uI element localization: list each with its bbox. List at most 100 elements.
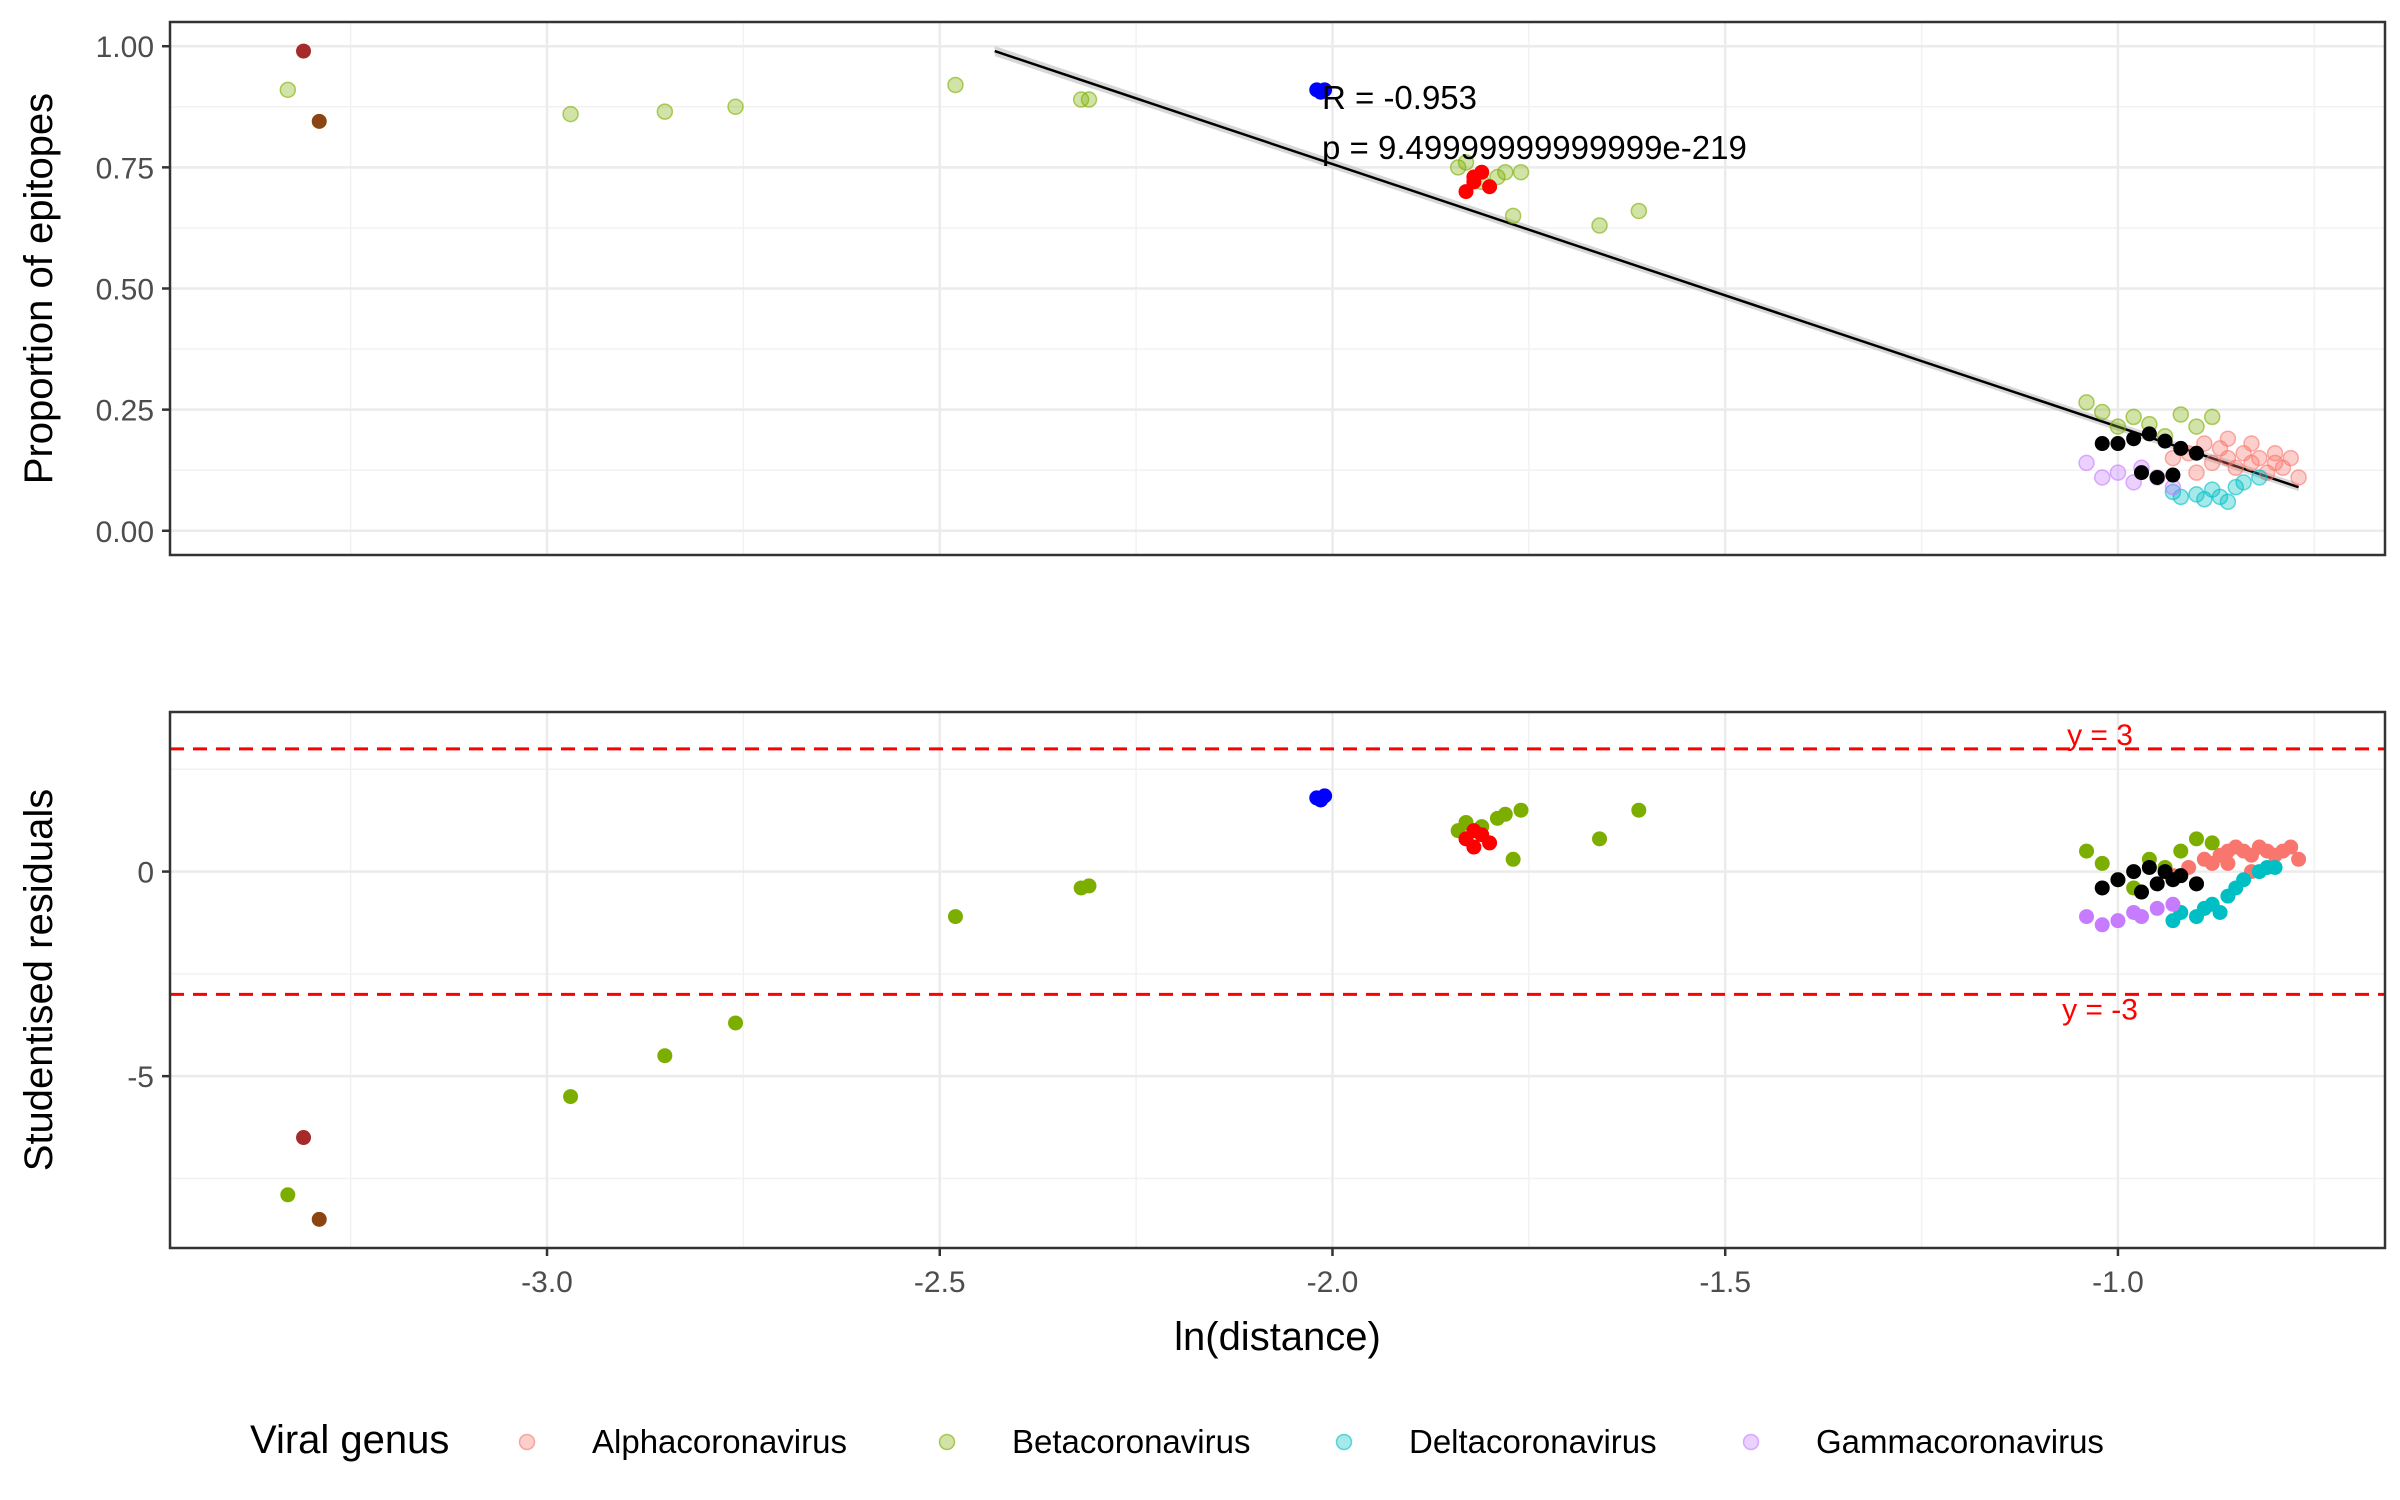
bottom-data-point: [2236, 872, 2252, 888]
bottom-grid: [170, 712, 2385, 1248]
bottom-data-point: [1466, 839, 1482, 855]
top-points: [279, 43, 2307, 510]
top-data-point: [562, 105, 579, 123]
top-data-point: [2219, 430, 2237, 447]
top-y-tick-label: 1.00: [96, 31, 154, 64]
top-data-point: [2227, 478, 2245, 496]
top-y-tick-label: 0.50: [96, 274, 154, 307]
top-y-tick-label: 0.25: [96, 395, 154, 428]
bottom-data-point: [2220, 855, 2236, 871]
bottom-data-point: [2134, 884, 2150, 900]
bottom-data-point: [2141, 859, 2157, 875]
bottom-x-tick-label: -1.5: [1699, 1266, 1751, 1299]
top-data-point: [2251, 469, 2268, 486]
top-data-point: [296, 43, 312, 59]
top-annotation: p = 9.49999999999999e-219: [1322, 129, 1747, 166]
top-data-point: [2109, 418, 2127, 435]
top-data-point: [2109, 464, 2127, 481]
bottom-data-point: [2291, 851, 2307, 867]
top-data-point: [2188, 464, 2205, 481]
bottom-data-point: [657, 1048, 673, 1064]
bottom-x-tick-label: -2.5: [914, 1266, 966, 1299]
bottom-data-point: [2267, 859, 2283, 875]
top-data-point: [2078, 454, 2095, 472]
legend-key: [938, 1433, 956, 1451]
top-data-point: [2290, 469, 2307, 486]
top-data-point: [2157, 433, 2173, 449]
bottom-data-point: [563, 1089, 579, 1105]
top-data-point: [1504, 207, 1522, 225]
top-data-point: [2165, 467, 2181, 483]
bottom-data-point: [2134, 909, 2150, 925]
legend-key: [518, 1433, 536, 1451]
top-grid: [170, 22, 2385, 555]
top-data-point: [1497, 163, 1514, 181]
top-data-point: [279, 81, 297, 99]
bottom-data-point: [1631, 802, 1647, 818]
top-data-point: [1630, 202, 1648, 220]
legend-title: Viral genus: [250, 1418, 449, 1462]
top-data-point: [1482, 179, 1498, 195]
bottom-data-point: [280, 1187, 296, 1203]
top-data-point: [2110, 436, 2126, 452]
bottom-data-point: [296, 1130, 312, 1146]
bottom-y-tick-label: -5: [127, 1061, 154, 1094]
bottom-data-point: [2149, 900, 2165, 916]
bottom-data-point: [2094, 855, 2110, 871]
top-data-point: [2203, 408, 2221, 426]
top-y-tick-label: 0.00: [96, 516, 154, 549]
bottom-data-point: [2188, 831, 2204, 847]
top-data-point: [2078, 394, 2095, 411]
panel-studentised-residuals: y = 3 y = -3 -5 0 -3.0 -2.5 -2.0 -1.5 -1.0 Studen…: [17, 710, 2387, 1359]
top-data-point: [2093, 403, 2111, 421]
top-data-point: [2235, 474, 2252, 491]
top-data-point: [2149, 469, 2165, 485]
top-data-point: [947, 76, 964, 94]
top-data-point: [656, 103, 674, 120]
bottom-data-point: [2212, 904, 2228, 920]
bottom-data-point: [1313, 792, 1329, 808]
bottom-x-tick-label: -1.0: [2092, 1266, 2144, 1299]
bottom-data-point: [728, 1015, 744, 1031]
top-data-point: [2126, 431, 2142, 447]
bottom-data-point: [2094, 917, 2110, 933]
top-data-point: [727, 98, 744, 116]
top-data-point: [2227, 459, 2245, 477]
bottom-data-point: [311, 1211, 327, 1227]
bottom-data-point: [2110, 913, 2126, 929]
top-data-point: [2188, 486, 2205, 503]
bottom-x-tick-label: -3.0: [521, 1266, 573, 1299]
bottom-data-point: [1592, 831, 1608, 847]
top-data-point: [2243, 435, 2260, 452]
bottom-data-point: [2165, 872, 2181, 888]
top-data-point: [2172, 406, 2190, 423]
bottom-data-point: [1081, 878, 1097, 894]
bottom-data-point: [2283, 839, 2299, 855]
top-data-point: [2211, 488, 2229, 506]
top-data-point: [2141, 426, 2157, 442]
legend: Viral genus Alphacoronavirus Betacoronavi…: [250, 1418, 2104, 1462]
top-data-point: [1457, 154, 1475, 171]
bottom-data-point: [2094, 880, 2110, 896]
bottom-data-point: [947, 909, 963, 925]
top-data-point: [2094, 436, 2110, 452]
bottom-data-point: [2165, 896, 2181, 912]
legend-label: Alphacoronavirus: [592, 1423, 847, 1460]
bottom-data-point: [2126, 864, 2142, 880]
top-regression-line: [994, 49, 2299, 489]
top-data-point: [311, 113, 327, 129]
bottom-panel-border: [168, 710, 2387, 1250]
top-data-point: [1080, 91, 1098, 108]
top-data-point: [2251, 449, 2268, 467]
top-data-point: [2188, 418, 2205, 435]
bottom-data-point: [2079, 843, 2095, 859]
bottom-y-axis-title: Studentised residuals: [17, 789, 61, 1171]
top-data-point: [1449, 159, 1467, 176]
top-data-point: [2219, 493, 2237, 510]
top-data-point: [2134, 465, 2150, 481]
bottom-x-axis-title: ln(distance): [1174, 1315, 1381, 1359]
bottom-data-point: [2204, 835, 2220, 851]
legend-key: [1742, 1433, 1760, 1451]
top-data-point: [1466, 174, 1482, 190]
